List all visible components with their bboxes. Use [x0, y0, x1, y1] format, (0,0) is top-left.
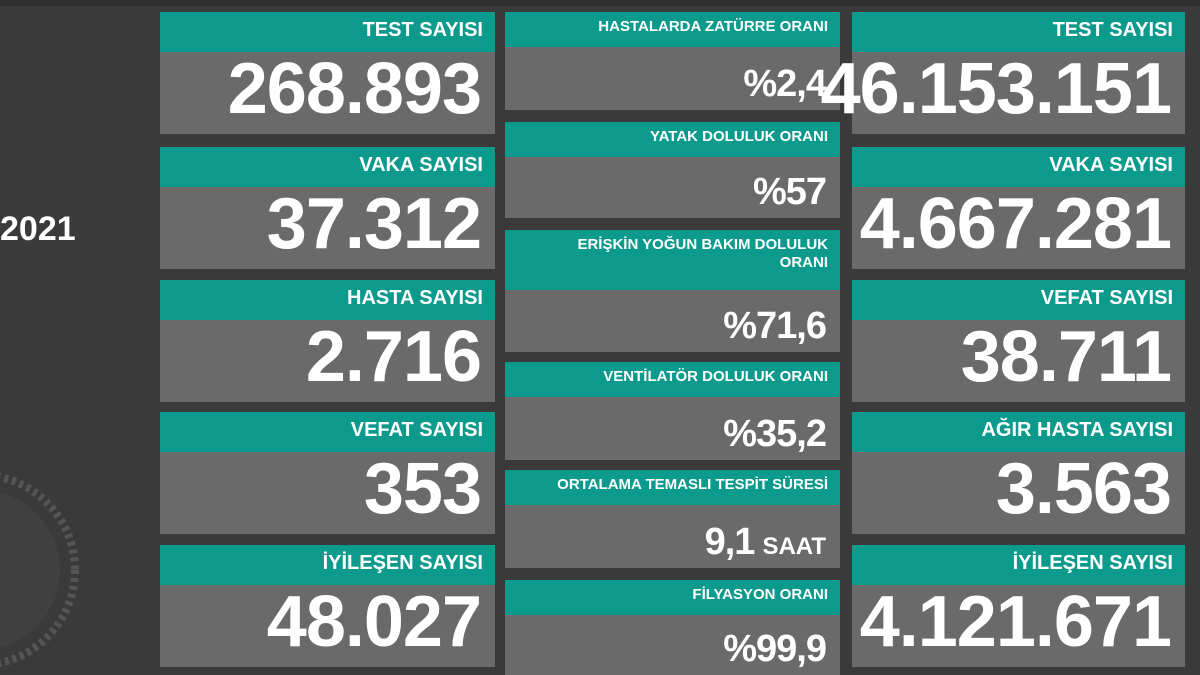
- card-label: HASTA SAYISI: [160, 280, 495, 320]
- card-label: VENTİLATÖR DOLULUK ORANI: [505, 362, 840, 397]
- card-value: 38.711: [960, 316, 1172, 398]
- value-text: 48.027: [266, 582, 482, 662]
- value-text: 4.667.281: [859, 184, 1172, 264]
- value-text: 38.711: [960, 317, 1172, 397]
- card-label: VAKA SAYISI: [852, 147, 1185, 187]
- stat-card: YATAK DOLULUK ORANI %57: [505, 122, 840, 218]
- card-value: 3.563: [995, 448, 1172, 530]
- value-text: 46.153.151: [820, 49, 1172, 129]
- card-value: 37.312: [266, 183, 482, 265]
- value-text: %71,6: [723, 305, 827, 347]
- card-label: HASTALARDA ZATÜRRE ORANI: [505, 12, 840, 47]
- card-label: YATAK DOLULUK ORANI: [505, 122, 840, 157]
- card-label: ORTALAMA TEMASLI TESPİT SÜRESİ: [505, 470, 840, 505]
- card-value: %35,2: [723, 413, 827, 456]
- value-unit: SAAT: [762, 533, 826, 560]
- card-value: 4.667.281: [859, 183, 1172, 265]
- card-value: %99,9: [723, 628, 827, 671]
- card-label: ERİŞKİN YOĞUN BAKIM DOLULUK ORANI: [505, 230, 840, 290]
- card-label: AĞIR HASTA SAYISI: [852, 412, 1185, 452]
- card-label: FİLYASYON ORANI: [505, 580, 840, 615]
- value-text: %2,4: [743, 63, 827, 105]
- card-label: TEST SAYISI: [160, 12, 495, 52]
- card-value: 2.716: [305, 316, 482, 398]
- stat-card: VEFAT SAYISI 353: [160, 412, 495, 534]
- card-label: İYİLEŞEN SAYISI: [852, 545, 1185, 585]
- card-label: VEFAT SAYISI: [160, 412, 495, 452]
- value-text: 37.312: [266, 184, 482, 264]
- stat-card: VENTİLATÖR DOLULUK ORANI %35,2: [505, 362, 840, 460]
- date-fragment: 2021: [0, 210, 76, 248]
- stat-card: VAKA SAYISI 4.667.281: [852, 147, 1185, 269]
- stat-card: FİLYASYON ORANI %99,9: [505, 580, 840, 675]
- stat-card: ERİŞKİN YOĞUN BAKIM DOLULUK ORANI %71,6: [505, 230, 840, 352]
- value-text: %35,2: [723, 413, 827, 455]
- value-text: 9,1: [704, 521, 756, 563]
- stat-card: ORTALAMA TEMASLI TESPİT SÜRESİ 9,1 SAAT: [505, 470, 840, 568]
- card-value: %57: [752, 171, 827, 214]
- value-text: 268.893: [227, 49, 482, 129]
- stat-card: HASTALARDA ZATÜRRE ORANI %2,4: [505, 12, 840, 110]
- card-value: 48.027: [266, 581, 482, 663]
- card-value: %71,6: [723, 305, 827, 348]
- value-text: 4.121.671: [859, 582, 1172, 662]
- card-value: 9,1 SAAT: [705, 521, 826, 564]
- value-text: %57: [752, 171, 827, 213]
- card-value: 4.121.671: [859, 581, 1172, 663]
- stat-card: AĞIR HASTA SAYISI 3.563: [852, 412, 1185, 534]
- stat-card: TEST SAYISI 46.153.151: [821, 12, 1185, 134]
- card-value: 46.153.151: [820, 48, 1172, 130]
- value-text: %99,9: [723, 628, 827, 670]
- top-bar: [0, 0, 1200, 6]
- emblem: [0, 473, 79, 667]
- card-value: %2,4: [743, 63, 827, 106]
- card-label: TEST SAYISI: [852, 12, 1185, 52]
- stat-card: VAKA SAYISI 37.312: [160, 147, 495, 269]
- value-text: 353: [363, 449, 482, 529]
- stat-card: İYİLEŞEN SAYISI 4.121.671: [852, 545, 1185, 667]
- stat-card: TEST SAYISI 268.893: [160, 12, 495, 134]
- value-text: 2.716: [305, 317, 482, 397]
- card-label: VEFAT SAYISI: [852, 280, 1185, 320]
- card-value: 353: [363, 448, 482, 530]
- stat-card: VEFAT SAYISI 38.711: [852, 280, 1185, 402]
- value-text: 3.563: [995, 449, 1172, 529]
- stat-card: HASTA SAYISI 2.716: [160, 280, 495, 402]
- card-label: İYİLEŞEN SAYISI: [160, 545, 495, 585]
- card-value: 268.893: [227, 48, 482, 130]
- stat-card: İYİLEŞEN SAYISI 48.027: [160, 545, 495, 667]
- card-label: VAKA SAYISI: [160, 147, 495, 187]
